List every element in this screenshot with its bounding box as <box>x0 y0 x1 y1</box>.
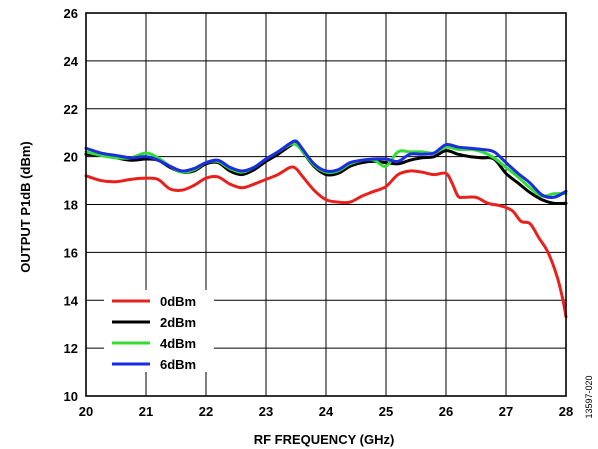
series-layer <box>84 139 568 319</box>
x-tick-label-26: 26 <box>439 404 453 419</box>
y-tick-labels: 10 12 14 16 18 20 22 24 26 <box>64 6 79 404</box>
y-tick-label-20: 20 <box>64 150 78 165</box>
figure-id: 13597-020 <box>584 375 594 418</box>
x-tick-label-24: 24 <box>319 404 334 419</box>
legend-label-2dBm: 2dBm <box>160 315 196 330</box>
x-tick-labels: 20 21 22 23 24 25 26 27 28 <box>79 404 573 419</box>
x-tick-label-27: 27 <box>499 404 513 419</box>
legend: 0dBm 2dBm 4dBm 6dBm <box>104 290 214 372</box>
y-tick-label-18: 18 <box>64 198 78 213</box>
x-tick-label-28: 28 <box>559 404 573 419</box>
y-tick-label-16: 16 <box>64 245 78 260</box>
plot-frame <box>85 12 567 397</box>
x-axis-title: RF FREQUENCY (GHz) <box>254 432 395 447</box>
y-tick-label-22: 22 <box>64 102 78 117</box>
series-line-0dBm <box>84 165 568 319</box>
x-tick-label-25: 25 <box>379 404 393 419</box>
y-axis-title: OUTPUT P1dB (dBm) <box>18 141 33 272</box>
x-tick-label-20: 20 <box>79 404 93 419</box>
y-tick-label-14: 14 <box>64 293 79 308</box>
legend-label-6dBm: 6dBm <box>160 357 196 372</box>
y-tick-label-10: 10 <box>64 389 78 404</box>
x-tick-label-22: 22 <box>199 404 213 419</box>
legend-box <box>104 290 214 372</box>
x-tick-label-23: 23 <box>259 404 273 419</box>
x-tick-label-21: 21 <box>139 404 153 419</box>
series-line-6dBm <box>84 139 568 200</box>
y-tick-label-26: 26 <box>64 6 78 21</box>
legend-label-4dBm: 4dBm <box>160 336 196 351</box>
y-tick-label-24: 24 <box>64 54 79 69</box>
legend-label-0dBm: 0dBm <box>160 294 196 309</box>
y-tick-label-12: 12 <box>64 341 78 356</box>
